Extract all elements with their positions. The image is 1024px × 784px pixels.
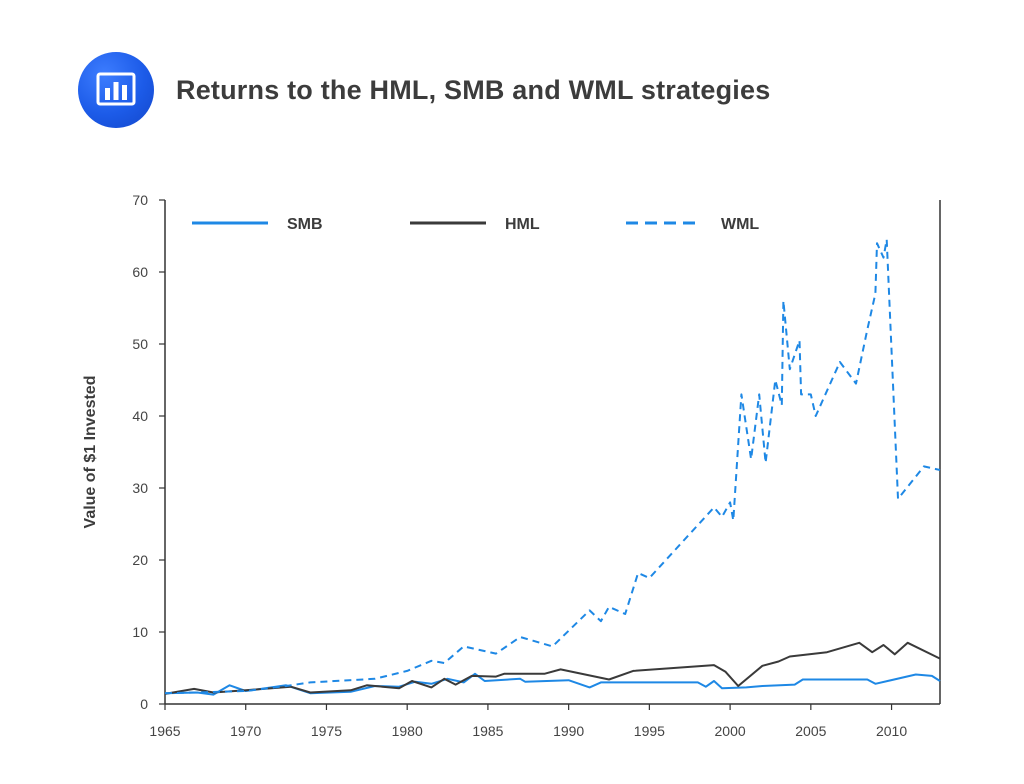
x-tick-label: 1985 [472,723,503,739]
x-tick-label: 1975 [311,723,342,739]
y-tick-label: 60 [132,264,148,280]
legend-label-wml: WML [721,216,759,233]
y-tick-label: 20 [132,552,148,568]
legend-label-hml: HML [505,216,540,233]
x-tick-label: 2005 [795,723,826,739]
y-tick-label: 50 [132,336,148,352]
x-tick-label: 1980 [392,723,423,739]
y-tick-label: 40 [132,408,148,424]
y-tick-label: 10 [132,624,148,640]
chart-title: Returns to the HML, SMB and WML strategi… [176,74,771,105]
bar-chart-icon [78,52,154,128]
series-line-wml [164,238,941,695]
chart-header: Returns to the HML, SMB and WML strategi… [78,52,770,128]
x-tick-label: 1990 [553,723,584,739]
x-tick-label: 2000 [715,723,746,739]
legend-label-smb: SMB [287,216,323,233]
x-tick-label: 1995 [634,723,665,739]
y-tick-label: 70 [132,192,148,208]
series-line-hml [164,641,941,695]
x-tick-label: 2010 [876,723,907,739]
series-line-smb [164,672,941,696]
x-tick-label: 1970 [230,723,261,739]
y-tick-label: 30 [132,480,148,496]
x-tick-label: 1965 [149,723,180,739]
y-axis-label: Value of $1 Invested [82,376,99,529]
y-tick-label: 0 [140,696,148,712]
